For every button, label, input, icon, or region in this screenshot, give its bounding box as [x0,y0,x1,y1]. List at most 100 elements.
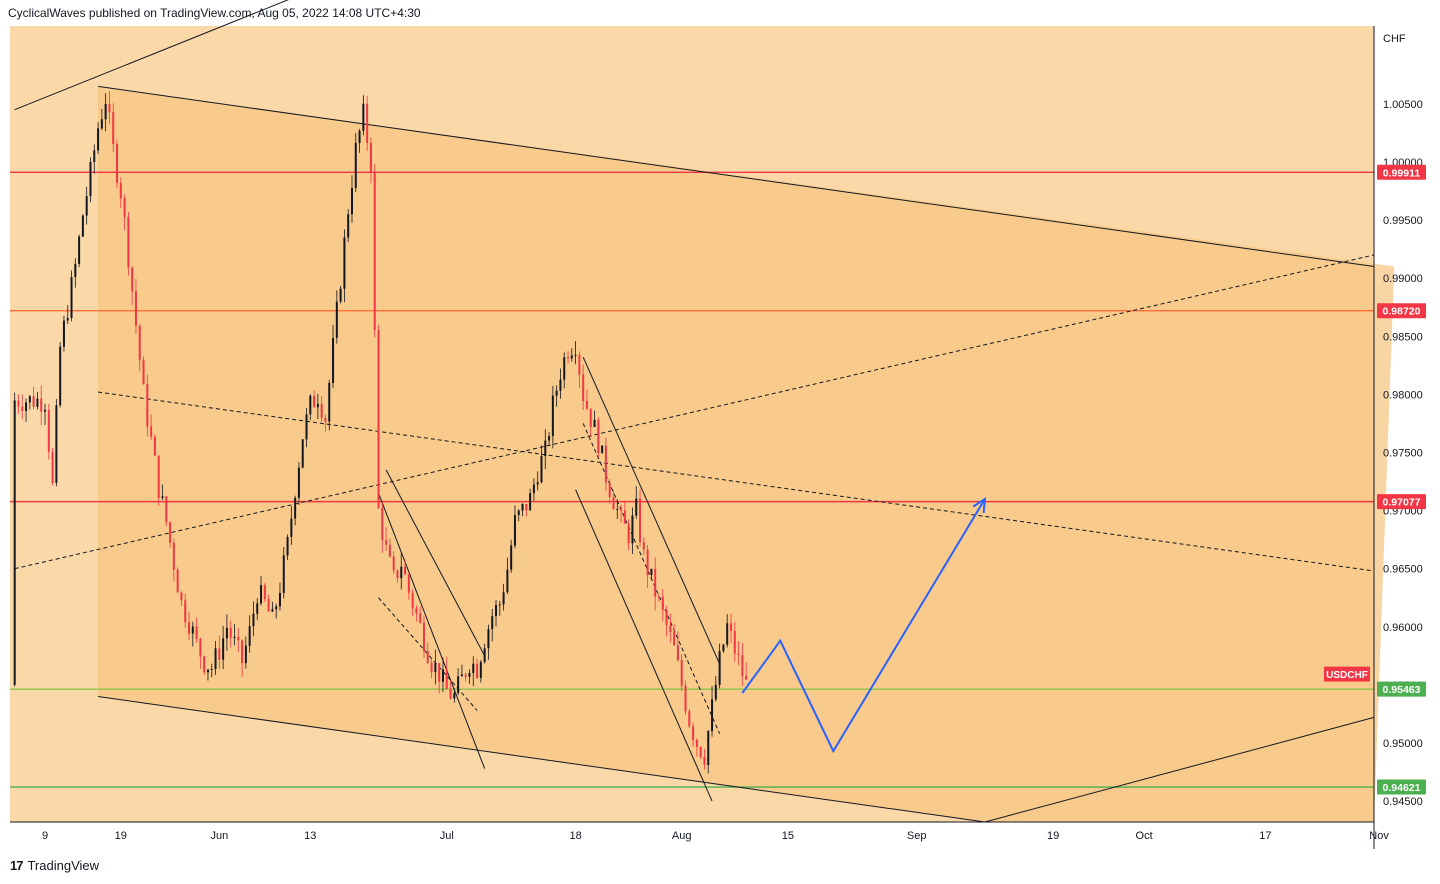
candle-body [631,515,634,544]
candle-body [176,569,179,593]
candle-body [646,549,649,576]
candle-body [407,574,410,593]
candle-body [32,396,35,407]
candle-body [404,566,407,575]
candle-body [684,685,687,712]
candle-body [517,510,520,516]
dashed-trend-line [378,597,478,711]
candle-body [328,382,331,422]
candle-body [741,655,744,676]
candle-body [320,403,323,419]
published-caption: CyclicalWaves published on TradingView.c… [8,6,421,20]
candle-body [343,237,346,289]
candle-body [502,592,505,605]
candle-body [362,103,365,131]
trend-line [97,696,985,823]
candle-body [313,395,316,408]
projection-path [741,498,986,754]
price-label-box [1377,164,1426,180]
candle-body [278,592,281,607]
candle-body [570,355,573,359]
price-label-box [1377,681,1426,697]
candle-body [707,731,710,765]
candle-body [286,536,289,556]
candle-body [13,400,16,685]
candle-body [460,674,463,677]
candle-body [241,640,244,664]
tv-logo-icon: 17 [10,858,24,873]
candle-body [263,585,266,600]
candle-body [722,644,725,652]
candle-body [350,188,353,215]
candle-body [529,493,532,511]
candle-body [423,622,425,652]
candle-body [574,354,577,356]
candle-body [699,747,702,758]
candle-body [146,384,149,427]
dashed-trend-line [97,391,1375,572]
candle-body [172,542,175,570]
candle-body [89,161,92,197]
candle-body [123,198,126,217]
candle-body [468,672,471,677]
candle-body [525,503,528,511]
candle-body [544,440,547,457]
candle-body [498,604,501,606]
candle-body [188,622,191,634]
candle-body [47,409,50,452]
symbol-label-text: USDCHF [1326,670,1368,681]
channel-fill [98,86,1395,823]
candle-body [70,277,73,318]
candle-body [290,518,293,537]
candle-body [673,632,676,646]
candle-body [301,439,304,468]
price-label-text: 0.95463 [1383,684,1421,696]
candle-body [472,663,475,673]
candle-body [718,651,721,685]
candle-body [506,569,509,593]
candle-body [339,288,342,302]
candle-body [28,396,31,403]
candle-body [377,330,380,508]
price-tick-label: 1.00500 [1383,99,1423,111]
candle-body [476,663,479,678]
candle-body [623,510,626,524]
candle-body [737,653,740,656]
candle-body [551,395,554,437]
candle-body [540,456,543,483]
price-tick-label: 0.94500 [1383,796,1423,808]
candle-body [510,545,513,570]
candle-body [733,631,736,654]
candle-body [692,726,695,740]
candle-body [199,638,202,657]
candle-body [601,445,604,454]
candle-body [233,636,236,638]
price-tick-label: 0.96500 [1383,564,1423,576]
candle-body [548,436,551,441]
candle-body [244,645,247,664]
candle-body [74,263,77,278]
time-tick-label: Jun [210,830,228,842]
candle-body [593,419,596,427]
trend-line [385,469,486,657]
candle-body [661,596,664,610]
candle-body [680,660,683,686]
candle-body [85,196,88,216]
price-tick-label: 0.98500 [1383,331,1423,343]
candle-body [316,403,319,408]
candle-body [657,596,660,598]
candle-body [138,325,141,361]
candle-body [180,592,183,601]
candle-body [17,400,20,407]
candle-body [127,216,130,268]
candle-body [627,523,630,544]
candle-body [676,645,679,661]
candle-body [305,414,308,440]
candle-body [218,648,221,660]
candle-body [453,693,456,699]
trend-line [97,85,1375,268]
candle-body [369,142,372,172]
candle-body [66,317,69,321]
candle-body [396,570,399,579]
